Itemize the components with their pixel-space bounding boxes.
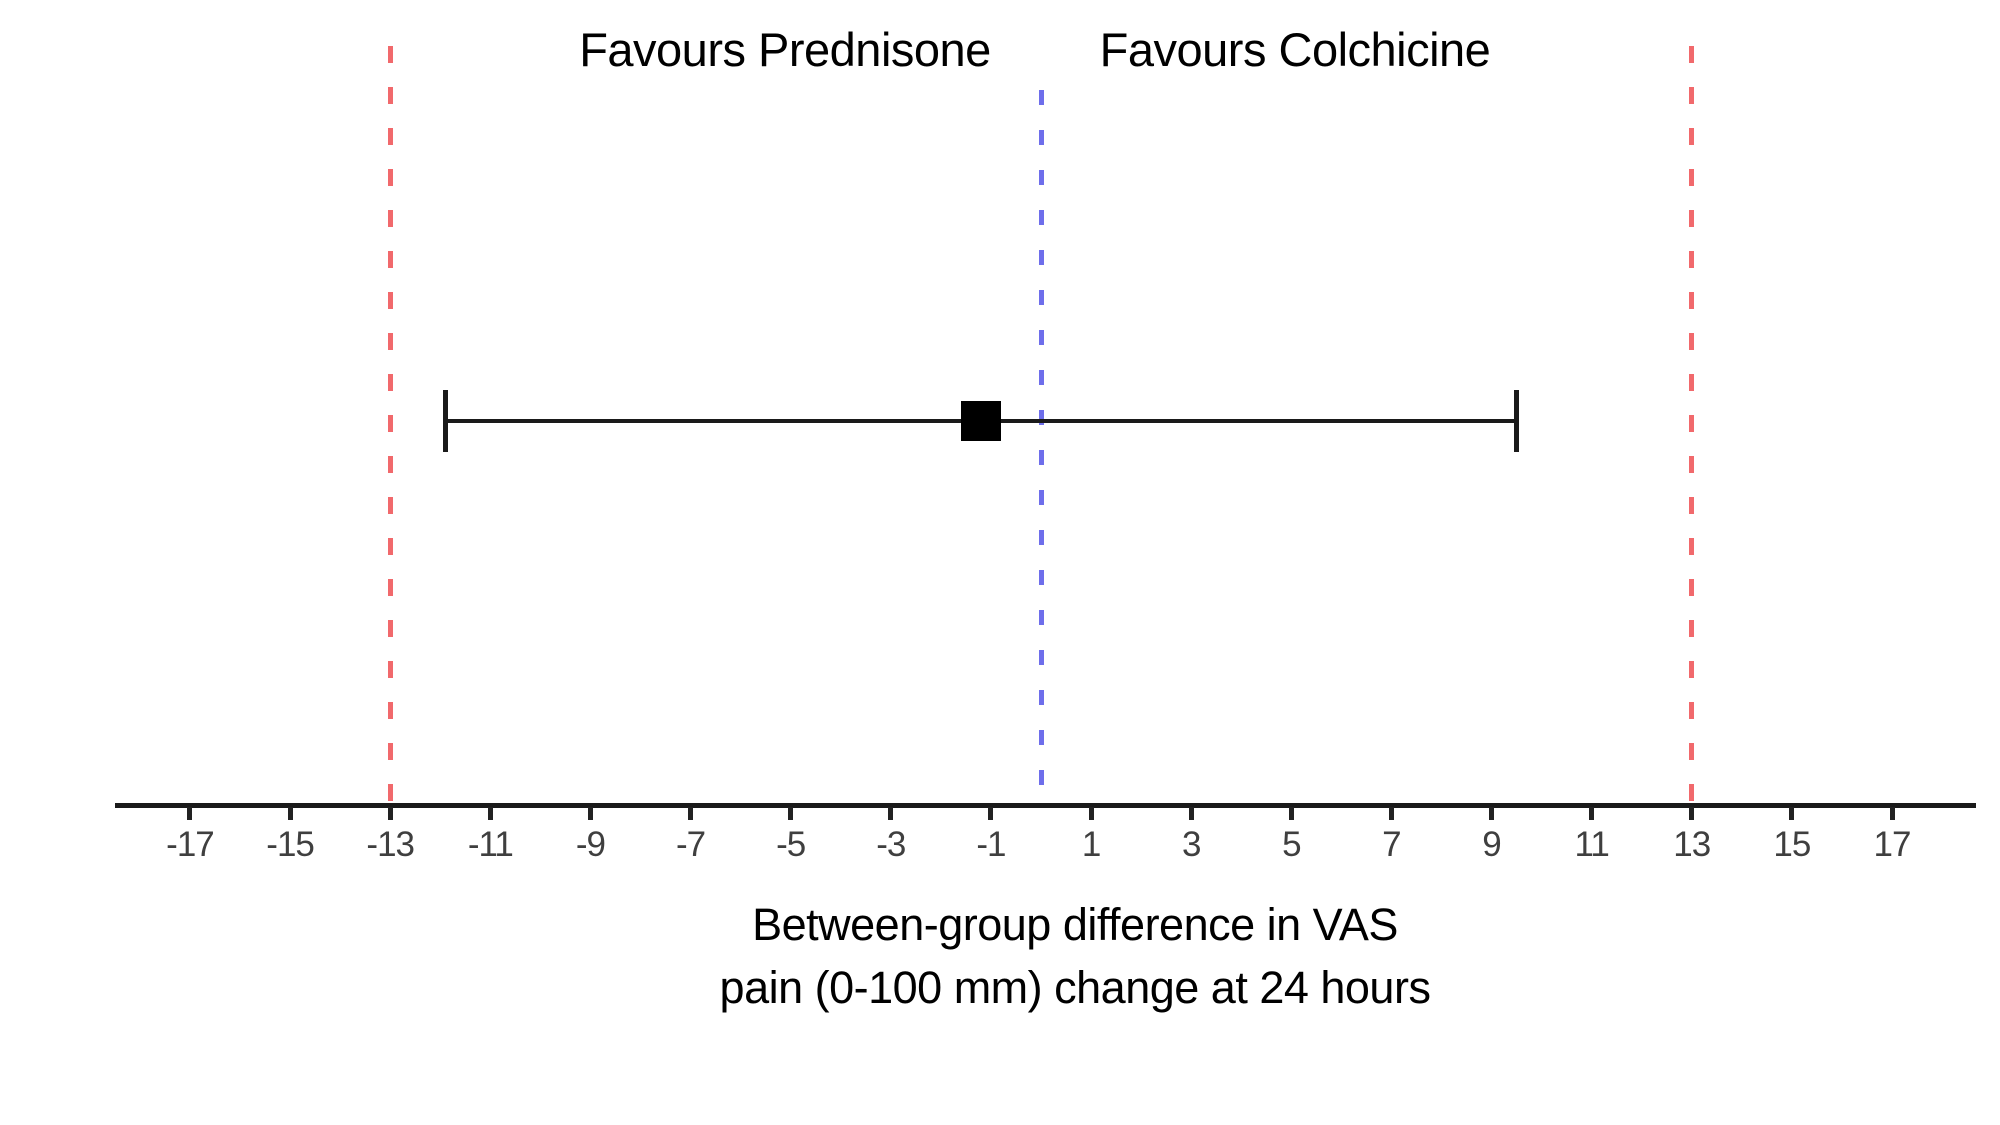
axis-tick-label: 9 <box>1482 825 1501 864</box>
axis-tick-label: -13 <box>366 825 415 864</box>
axis-tick <box>1088 807 1094 820</box>
axis-tick <box>1589 807 1595 820</box>
axis-tick <box>287 807 293 820</box>
axis-tick-label: -3 <box>876 825 906 864</box>
point-estimate-marker <box>960 401 1001 441</box>
axis-tick <box>688 807 694 820</box>
axis-tick <box>387 807 393 820</box>
axis-tick <box>587 807 593 820</box>
x-axis-title: Between-group difference in VAS pain (0-… <box>720 893 1431 1019</box>
axis-tick-label: -5 <box>776 825 806 864</box>
axis-tick-label: 7 <box>1382 825 1401 864</box>
noninferiority-margin-left-line <box>387 46 393 803</box>
x-axis-title-line1: Between-group difference in VAS <box>752 899 1398 950</box>
noninferiority-margin-right-line <box>1689 46 1695 803</box>
axis-tick <box>187 807 193 820</box>
axis-tick-label: 11 <box>1574 825 1609 864</box>
x-axis-line <box>115 803 1976 808</box>
axis-tick <box>1288 807 1294 820</box>
axis-tick-label: 3 <box>1181 825 1201 864</box>
favours-colchicine-label: Favours Colchicine <box>1099 23 1491 76</box>
axis-tick-label: -7 <box>676 825 706 864</box>
axis-tick <box>1689 807 1695 820</box>
axis-tick <box>1889 807 1895 820</box>
x-axis-title-line2: pain (0-100 mm) change at 24 hours <box>719 962 1431 1013</box>
axis-tick <box>988 807 994 820</box>
ci-upper-cap <box>1514 390 1520 452</box>
axis-tick <box>1489 807 1495 820</box>
axis-tick-label: 15 <box>1773 825 1811 864</box>
axis-tick-label: 13 <box>1673 825 1711 864</box>
axis-tick <box>1388 807 1394 820</box>
axis-tick-label: 5 <box>1282 825 1301 864</box>
axis-tick-label: -15 <box>266 825 315 864</box>
axis-tick-label: 17 <box>1873 825 1912 864</box>
axis-tick-label: 1 <box>1081 825 1101 864</box>
axis-tick-label: -11 <box>467 825 514 864</box>
axis-tick <box>788 807 794 820</box>
axis-tick-label: -9 <box>575 825 606 864</box>
ci-lower-cap <box>442 390 448 452</box>
axis-tick <box>888 807 894 820</box>
favours-prednisone-label: Favours Prednisone <box>579 23 991 76</box>
null-effect-line <box>1038 90 1044 803</box>
axis-tick <box>487 807 493 820</box>
axis-tick-label: -1 <box>976 825 1006 864</box>
axis-tick-label: -17 <box>166 825 215 864</box>
axis-tick <box>1789 807 1795 820</box>
axis-tick <box>1188 807 1194 820</box>
